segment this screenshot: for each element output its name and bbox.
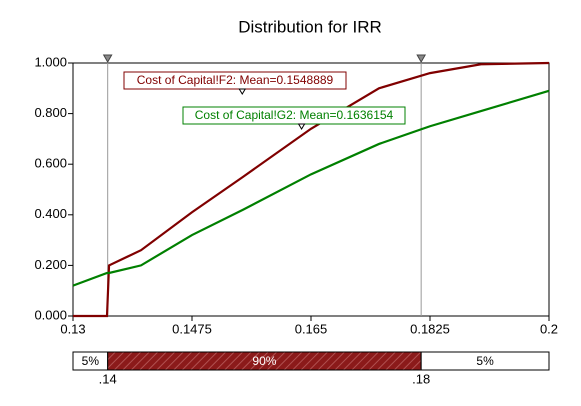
mean-marker: [238, 88, 247, 95]
percent-segment: [420, 351, 550, 371]
mean-marker: [297, 123, 306, 130]
series-line: [72, 89, 550, 287]
chart-title: Distribution for IRR: [238, 17, 382, 36]
delimiter-label: .14: [99, 371, 117, 386]
x-tick-label: 0.2: [540, 321, 558, 336]
y-tick-label: 0.000: [34, 307, 67, 322]
x-tick-label: 0.1475: [172, 321, 212, 336]
plot-area: [72, 62, 550, 317]
y-tick-label: 0.400: [34, 206, 67, 221]
x-tick-label: 0.13: [60, 321, 85, 336]
percent-label: 90%: [252, 354, 276, 368]
x-tick-label: 0.1825: [410, 321, 450, 336]
y-tick-label: 0.800: [34, 105, 67, 120]
mean-label-box: [123, 71, 347, 90]
percent-label: 5%: [82, 354, 100, 368]
mean-label: Cost of Capital!F2: Mean=0.1548889: [137, 73, 334, 87]
delimiter-handle: [416, 54, 427, 64]
delimiter-label: .18: [412, 371, 430, 386]
y-tick-label: 1.000: [34, 54, 67, 69]
y-tick-label: 0.200: [34, 257, 67, 272]
mean-label-box: [182, 106, 406, 125]
y-tick-label: 0.600: [34, 156, 67, 171]
percent-label: 5%: [476, 354, 494, 368]
mean-label: Cost of Capital!G2: Mean=0.1636154: [195, 108, 394, 122]
series-line: [73, 61, 550, 318]
delimiter-handle: [102, 54, 113, 64]
x-tick-label: 0.165: [295, 321, 328, 336]
